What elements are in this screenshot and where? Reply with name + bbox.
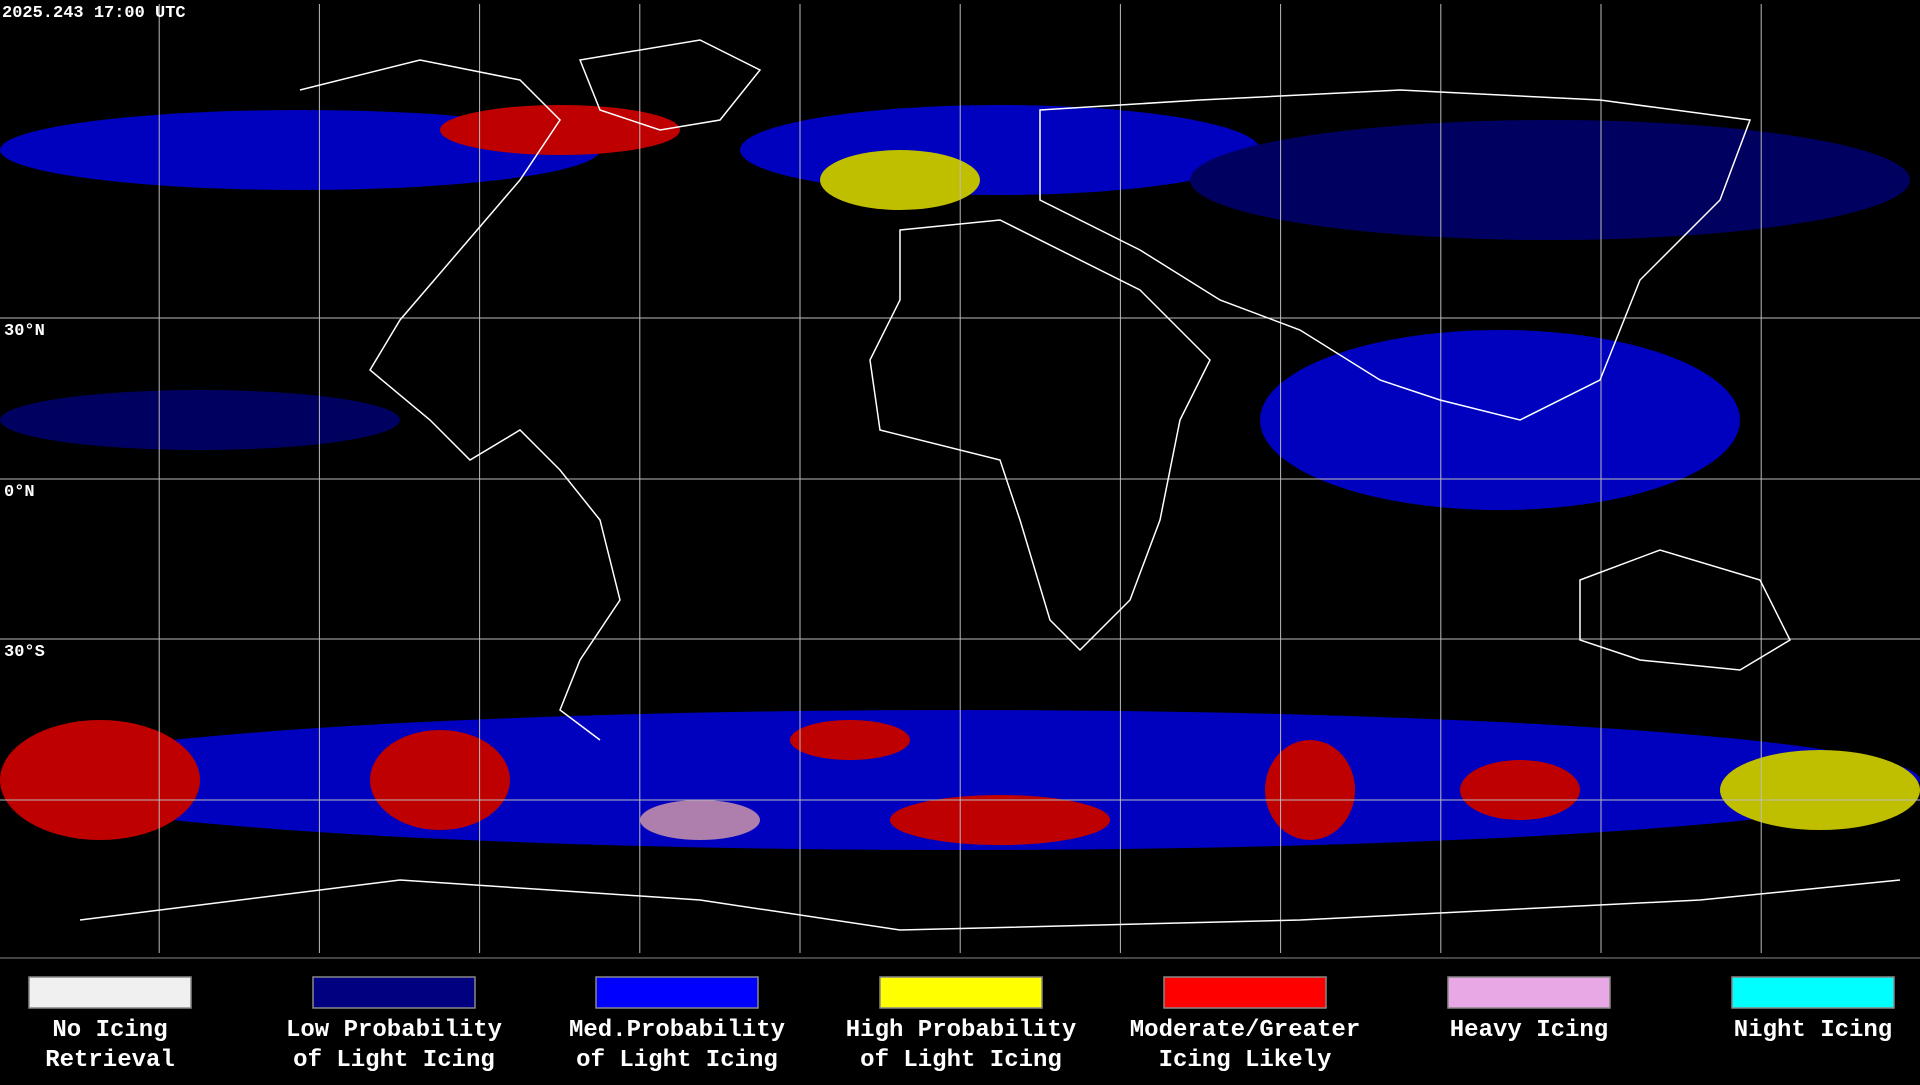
coastlines bbox=[79, 39, 1901, 931]
coastline bbox=[578, 39, 762, 131]
icing-region bbox=[890, 795, 1110, 845]
icing-region bbox=[1460, 760, 1580, 820]
icing-region bbox=[1265, 740, 1355, 840]
legend-swatch bbox=[312, 976, 476, 1009]
icing-region bbox=[1190, 120, 1910, 240]
timestamp: 2025.243 17:00 UTC bbox=[2, 4, 186, 23]
legend-label: of Light Icing bbox=[860, 1047, 1062, 1074]
legend-label: Icing Likely bbox=[1159, 1047, 1332, 1074]
latitude-labels: 30°N 0°N 30°S bbox=[4, 322, 45, 662]
legend-label: of Light Icing bbox=[576, 1047, 778, 1074]
legend-label: No Icing bbox=[52, 1017, 167, 1044]
graticule bbox=[0, 4, 1920, 959]
icing-region bbox=[740, 105, 1260, 195]
icing-region bbox=[370, 730, 510, 830]
coastline bbox=[1579, 549, 1791, 671]
legend-swatch bbox=[1163, 976, 1327, 1009]
latitude-label: 30°N bbox=[4, 322, 45, 341]
legend-label: of Light Icing bbox=[293, 1047, 495, 1074]
icing-region bbox=[1720, 750, 1920, 830]
legend-swatch bbox=[1731, 976, 1895, 1009]
legend-label: Retrieval bbox=[45, 1047, 175, 1074]
legend-swatch bbox=[879, 976, 1043, 1009]
icing-region bbox=[820, 150, 980, 210]
legend-swatch bbox=[595, 976, 759, 1009]
coastline bbox=[299, 59, 621, 741]
coastline bbox=[869, 219, 1211, 652]
legend-swatch bbox=[28, 976, 192, 1009]
legend-label: Low Probability bbox=[286, 1017, 502, 1044]
icing-region bbox=[640, 800, 760, 840]
legend-label: Moderate/Greater bbox=[1130, 1017, 1360, 1044]
icing-region bbox=[0, 390, 400, 450]
legend-label: Night Icing bbox=[1734, 1017, 1892, 1044]
legend-label: Med.Probability bbox=[569, 1017, 785, 1044]
latitude-label: 0°N bbox=[4, 483, 35, 502]
legend-label: Heavy Icing bbox=[1450, 1017, 1608, 1044]
legend-swatch bbox=[1447, 976, 1611, 1009]
icing-region bbox=[790, 720, 910, 760]
icing-region bbox=[440, 105, 680, 155]
coastline bbox=[79, 879, 1901, 931]
legend: No Icing Retrieval Low Probability of Light… bbox=[28, 976, 1895, 1074]
icing-region bbox=[0, 720, 200, 840]
legend-label: High Probability bbox=[846, 1017, 1076, 1044]
coastline bbox=[1039, 89, 1752, 421]
icing-region bbox=[1260, 330, 1740, 510]
latitude-label: 30°S bbox=[4, 643, 45, 662]
